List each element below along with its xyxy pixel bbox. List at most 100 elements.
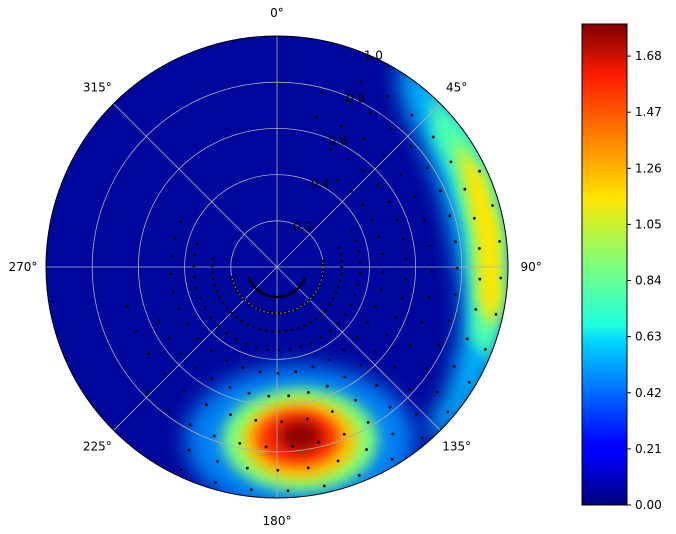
radial-tick-label-1: 0.4 [311,177,330,191]
angular-tick-label-3: 135° [442,440,471,454]
sample-point-6-18 [254,418,258,422]
angular-tick-label-4: 180° [263,514,292,528]
sample-point-1-6 [317,284,321,288]
sample-point-3-21 [217,324,220,328]
sample-point-3-27 [192,264,196,268]
sample-point-0-3 [299,283,303,287]
sample-point-8-0 [359,80,363,84]
sample-point-0-8 [289,292,293,295]
sample-point-6-3 [382,153,386,157]
sample-point-1-27 [242,297,246,301]
sample-point-2-4 [339,272,343,276]
sample-point-2-21 [258,328,262,331]
sample-point-0-20 [259,290,263,294]
sample-point-2-24 [240,319,244,323]
sample-point-1-30 [235,287,238,291]
sample-point-6-10 [420,321,423,324]
colorbar-tick-label-1: 0.21 [635,442,662,456]
hotspot-band-core [455,140,504,330]
sample-point-5-3 [376,184,379,187]
sample-point-1-24 [252,305,256,309]
sample-point-9-8 [420,436,424,440]
sample-point-2-6 [337,285,340,289]
sample-point-6-0 [315,116,318,119]
sample-point-4-1 [350,189,353,193]
sample-point-0-7 [291,290,295,294]
sample-point-8-19 [245,466,249,470]
sample-point-3-1 [354,239,358,243]
sample-point-8-17 [306,466,310,470]
sample-point-3-26 [193,275,196,279]
sample-point-5-18 [267,394,271,398]
sample-point-3-13 [299,345,302,349]
sample-point-9-9 [390,457,394,461]
sample-point-1-16 [285,310,289,314]
grid-spoke-5 [113,266,278,431]
sample-point-6-5 [413,195,417,198]
colorbar-tick-label-5: 1.05 [635,217,662,231]
colorbar-tick-label-7: 1.47 [635,105,662,119]
sample-point-1-28 [239,294,243,298]
sample-point-5-9 [401,297,404,300]
colorbar-tick-label-0: 0.00 [635,498,662,512]
sample-point-9-0 [478,169,481,173]
sample-point-1-17 [281,311,285,315]
sample-point-7-7 [448,214,452,218]
sample-point-2-12 [314,317,318,320]
sample-point-9-7 [446,410,450,414]
radial-tick-label-4: 1.0 [364,49,383,63]
sample-point-0-17 [266,294,270,297]
sample-point-4-10 [355,335,359,339]
sample-point-6-16 [306,417,309,421]
sample-point-9-4 [494,312,498,316]
sample-point-3-7 [349,304,353,307]
grid-spoke-3 [276,266,441,431]
sample-point-6-25 [126,305,129,308]
sample-point-2-32 [212,277,215,281]
sample-point-7-16 [366,421,370,424]
angular-tick-label-0: 0° [270,6,284,20]
sample-point-0-24 [251,283,255,287]
sample-point-7-21 [238,441,242,445]
sample-point-8-15 [365,448,368,451]
sample-point-2-27 [225,306,229,310]
sample-point-5-0 [329,147,332,151]
sample-point-6-12 [393,365,397,369]
sample-point-3-15 [277,348,281,352]
sample-point-2-23 [246,323,250,326]
sample-point-3-14 [288,347,292,351]
sample-point-2-29 [218,295,222,299]
sample-point-9-5 [484,347,487,351]
sample-point-5-2 [362,169,366,173]
sample-point-6-9 [427,296,431,299]
sample-point-1-22 [260,309,264,313]
sample-point-0-13 [276,295,280,299]
sample-point-2-0 [337,246,341,250]
sample-point-0-23 [253,285,257,289]
sample-point-3-24 [198,297,202,300]
angular-tick-label-7: 315° [83,80,112,94]
sample-point-2-7 [334,291,338,295]
sample-point-5-5 [396,218,399,222]
sample-point-1-25 [249,303,252,307]
sample-point-1-12 [301,304,305,307]
sample-point-4-12 [327,358,331,361]
sample-point-7-3 [390,126,394,130]
sample-point-3-6 [353,293,357,297]
sample-point-4-9 [366,321,369,325]
sample-point-7-9 [455,266,459,270]
sample-point-7-13 [424,367,428,370]
sample-point-0-16 [269,294,272,298]
sample-point-1-1 [321,263,325,267]
sample-point-1-26 [245,300,249,304]
sample-point-2-25 [235,316,238,319]
sample-point-6-1 [339,124,343,128]
sample-point-0-22 [255,287,259,291]
sample-point-5-20 [228,386,232,389]
sample-point-1-31 [233,283,236,287]
colorbar-tick-label-2: 0.42 [635,386,662,400]
sample-point-2-9 [328,303,332,306]
sample-point-8-21 [187,448,191,452]
sample-point-1-2 [321,268,325,271]
sample-point-4-20 [197,337,200,340]
